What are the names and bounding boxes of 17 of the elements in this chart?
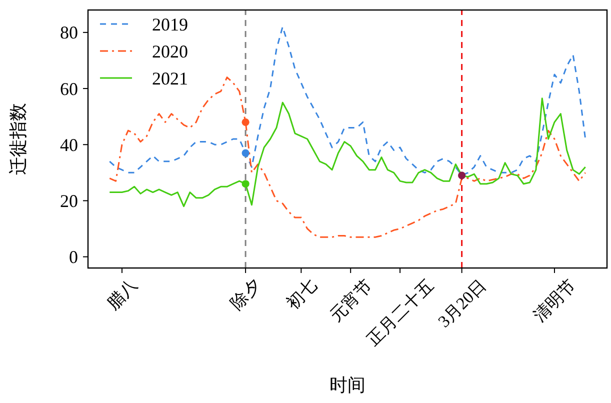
line-series <box>108 98 586 208</box>
legend-label: 2020 <box>152 41 188 62</box>
y-tick-label: 40 <box>60 134 78 155</box>
x-tick-label: 元宵节 <box>326 276 376 326</box>
y-tick-label: 80 <box>60 22 78 43</box>
x-tick-label: 除夕 <box>227 276 265 314</box>
x-tick-label: 腊八 <box>104 276 142 314</box>
legend-label: 2021 <box>152 68 188 88</box>
y-tick-label: 0 <box>69 247 78 268</box>
x-axis-title: 时间 <box>330 375 366 395</box>
x-tick-label: 清明节 <box>530 276 580 326</box>
y-axis-title: 迁徙指数 <box>8 103 28 175</box>
x-tick-label: 初七 <box>282 276 320 314</box>
y-tick-label: 20 <box>60 190 78 211</box>
x-tick-label: 3月20日 <box>434 276 490 332</box>
y-tick-label: 60 <box>60 78 78 99</box>
legend-label: 2019 <box>152 14 188 34</box>
